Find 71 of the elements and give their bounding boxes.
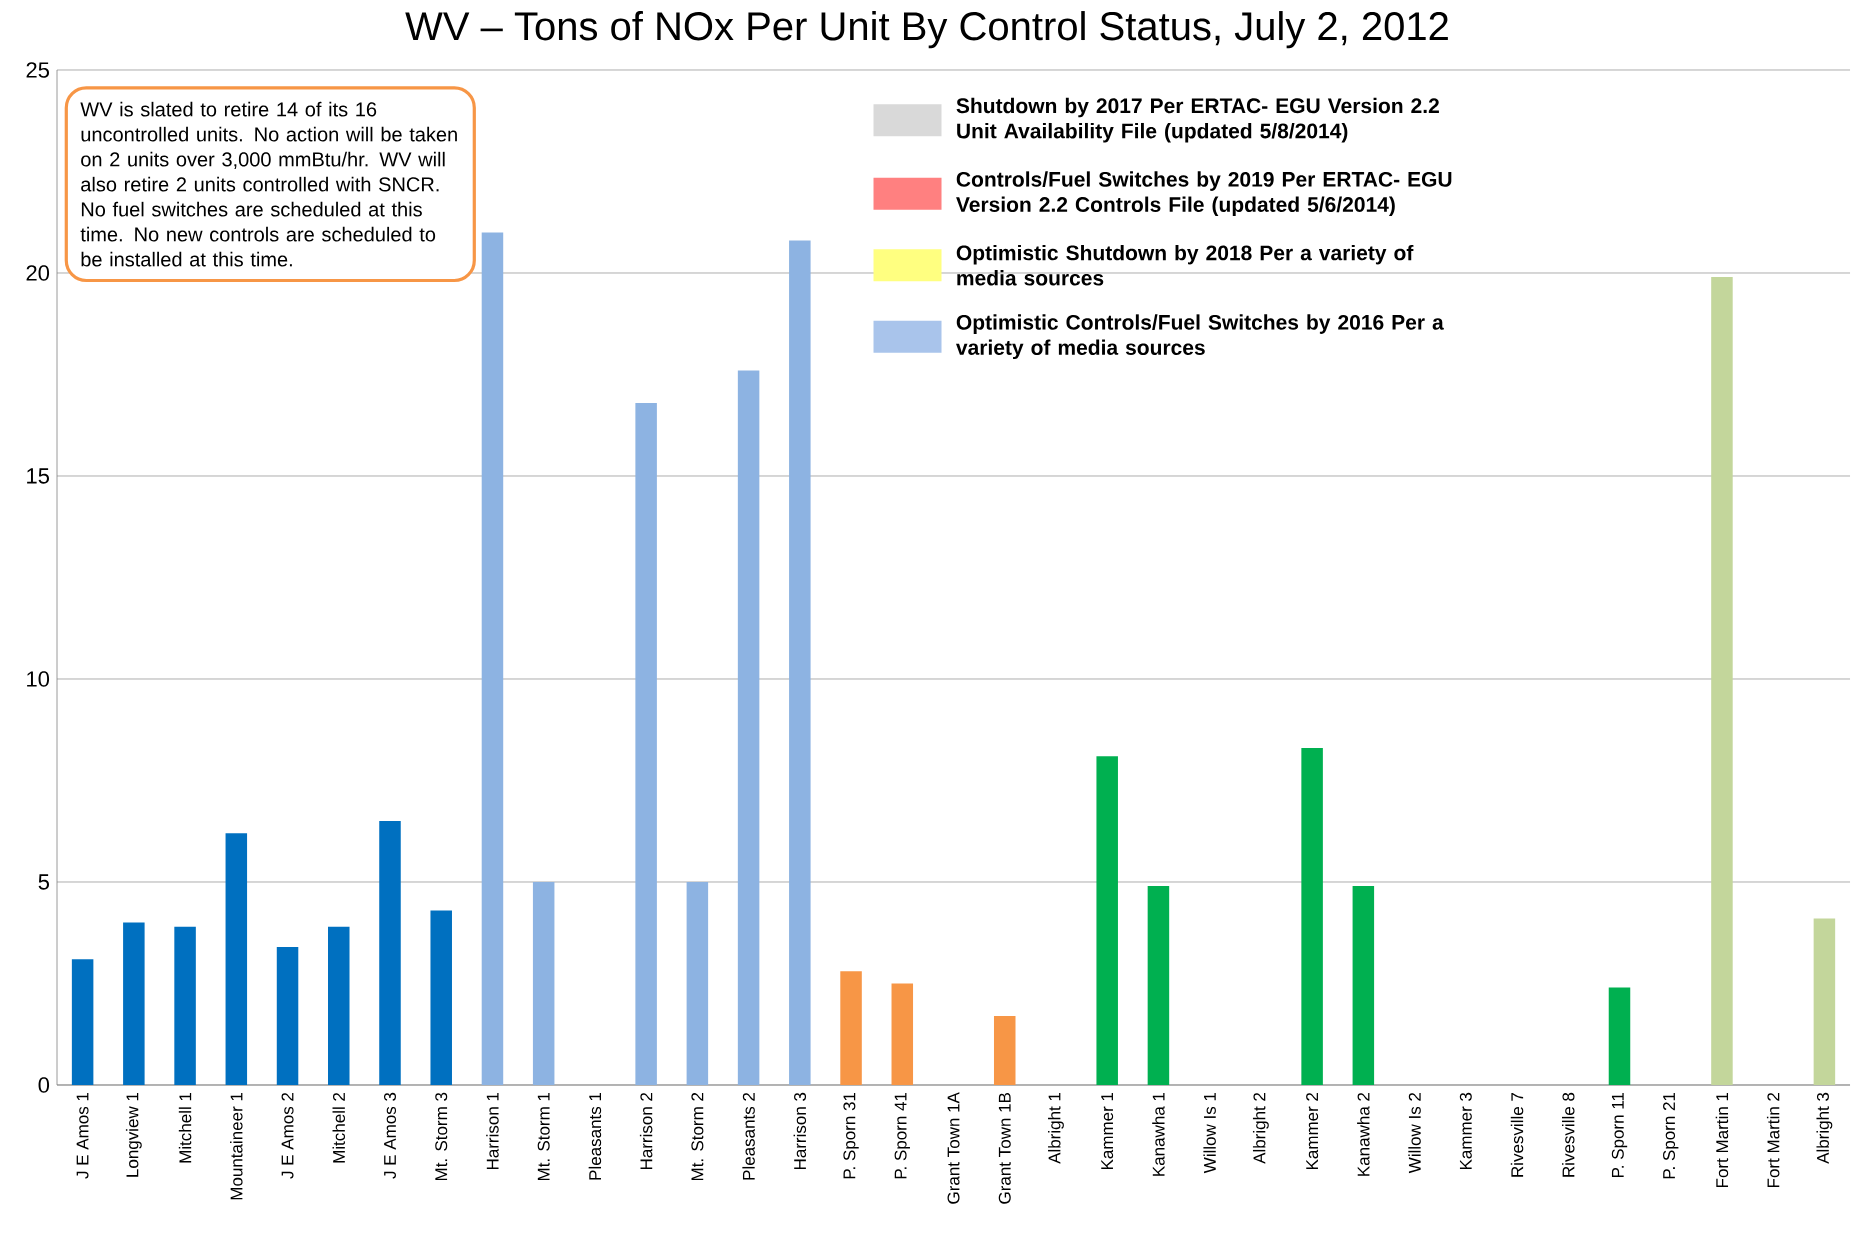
bar [635,402,657,1085]
y-tick-label: 5 [38,874,49,890]
bar [1096,756,1118,1085]
bar [1711,277,1733,1085]
bar [379,821,401,1085]
y-tick-label: 15 [27,468,49,484]
bar [993,1015,1016,1085]
legend-label: Shutdown by 2017 Per ERTAC- EGU Version 2.2 Unit Availability File (updated 5/8/2014) [956,97,1439,143]
bar [532,882,555,1085]
x-tick-label: Longview 1 [125,1092,142,1177]
x-tick-label: Mitchell 1 [178,1092,192,1163]
bar [891,983,914,1085]
x-tick-label: Grant Town 1B [998,1092,1011,1204]
bar [737,370,760,1085]
bar [71,959,94,1085]
x-tick-label: Grant Town 1A [947,1092,960,1204]
x-tick-label: P. Sporn 21 [1663,1092,1679,1179]
y-tick-label: 20 [26,265,50,281]
bar [123,922,145,1085]
x-tick-label: Fort Martin 2 [1766,1092,1780,1188]
annotation: WV is slated to retire 14 of its 16 uncontrolled units. No action will be taken on 2 units over 3,000 mmBtu/hr. WV will also retire 2 units controlled with SNCR. No fuel switches are scheduled at this time. No new controls are scheduled to be installed at this time. [80,101,457,267]
bar [174,926,196,1085]
chart-title: WV – Tons of NOx Per Unit By Control Status, July 2, 2012 [405,11,1448,49]
x-tick-label: Mitchell 2 [332,1092,345,1163]
x-tick-label: Kammer 1 [1101,1092,1114,1170]
x-tick-label: P. Sporn 41 [894,1092,910,1179]
bar [1813,918,1836,1085]
bar [840,971,862,1085]
x-tick-label: J E Amos 1 [76,1092,89,1179]
y-tick-label: 0 [38,1077,50,1093]
x-tick-label: Harrison 2 [639,1092,653,1170]
y-tick-label: 10 [27,671,50,687]
x-tick-label: Fort Martin 1 [1715,1092,1729,1188]
x-tick-label: Willow Is 2 [1408,1092,1421,1174]
x-tick-label: Albright 3 [1816,1092,1833,1164]
legend-label: Optimistic Shutdown by 2018 Per a variety of media sources [956,244,1414,286]
x-tick-label: Mt. Storm 1 [537,1092,550,1181]
x-tick-label: Kanawha 2 [1357,1092,1370,1176]
x-tick-label: Harrison 1 [486,1092,499,1170]
x-tick-label: Willow Is 1 [1203,1092,1216,1174]
x-tick-label: P. Sporn 31 [843,1092,859,1179]
bar [276,946,299,1085]
x-tick-label: Pleasants 1 [588,1092,602,1180]
bar [481,232,504,1085]
bar [328,926,350,1085]
x-tick-label: Pleasants 2 [742,1092,755,1180]
x-tick-label: Albright 1 [1048,1092,1064,1164]
bar [430,910,452,1085]
bar [1147,886,1170,1085]
x-tick-label: J E Amos 3 [383,1092,396,1179]
legend-label: Optimistic Controls/Fuel Switches by 2016 Per a variety of media sources [956,314,1444,360]
x-tick-label: Kammer 2 [1306,1092,1319,1170]
x-tick-label: Harrison 3 [793,1092,807,1170]
x-tick-label: Kammer 3 [1459,1092,1472,1170]
bar [789,240,811,1085]
bar [225,833,248,1085]
x-tick-label: Mountaineer 1 [230,1092,243,1200]
x-tick-label: Kanawha 1 [1152,1092,1165,1176]
bar [1608,987,1631,1085]
x-tick-label: Mt. Storm 3 [435,1092,448,1181]
x-tick-label: Mt. Storm 2 [691,1092,704,1181]
bar [1301,748,1323,1085]
x-tick-label: Albright 2 [1252,1092,1269,1164]
bar [686,882,709,1085]
legend-label: Controls/Fuel Switches by 2019 Per ERTAC- EGU Version 2.2 Controls File (updated 5/6/2014) [956,171,1452,217]
x-tick-label: J E Amos 2 [281,1092,294,1179]
x-tick-label: Rivesville 7 [1510,1092,1524,1177]
x-tick-label: P. Sporn 11 [1611,1092,1628,1178]
y-tick-label: 25 [26,62,49,78]
x-tick-label: Rivesville 8 [1562,1092,1575,1177]
bar [1352,886,1375,1085]
